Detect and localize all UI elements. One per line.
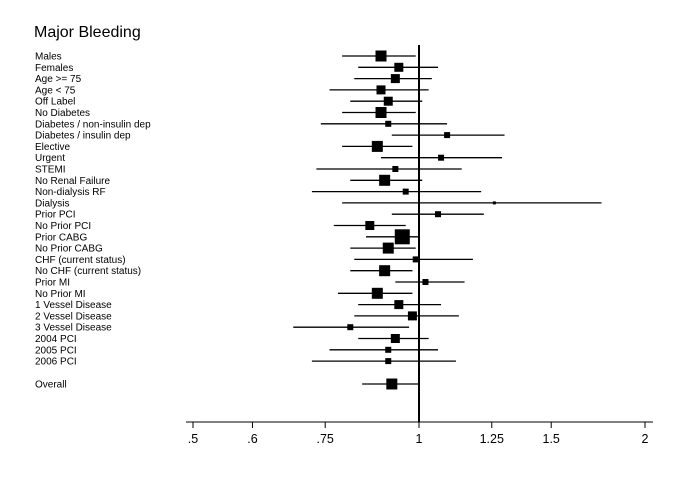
row-label: Age >= 75 — [35, 74, 82, 85]
row-label: No Renal Failure — [35, 176, 110, 187]
row-label: Prior CABG — [35, 232, 87, 243]
point-estimate-marker — [394, 229, 410, 245]
point-estimate-marker — [407, 311, 417, 321]
row-elective: Elective — [35, 140, 413, 153]
x-tick-label: 2 — [642, 432, 649, 446]
row-non-dialysis-rf: Non-dialysis RF — [35, 187, 482, 198]
row-label: 2 Vessel Disease — [35, 311, 112, 322]
point-estimate-marker — [379, 174, 391, 186]
row-3-vessel-disease: 3 Vessel Disease — [35, 323, 410, 334]
row-no-prior-pci: No Prior PCI — [35, 221, 406, 232]
row-label: STEMI — [35, 165, 66, 176]
point-estimate-marker — [379, 265, 391, 277]
row-age-75: Age < 75 — [35, 85, 429, 96]
row-label: Females — [35, 63, 73, 74]
row-label: 1 Vessel Disease — [35, 300, 112, 311]
row-label: Elective — [35, 142, 70, 153]
row-label: Urgent — [35, 153, 65, 164]
row-no-renal-failure: No Renal Failure — [35, 174, 423, 187]
row-overall: Overall — [35, 378, 419, 391]
row-label: Diabetes / non-insulin dep — [35, 119, 151, 130]
point-estimate-marker — [438, 154, 445, 161]
row-no-diabetes: No Diabetes — [35, 107, 416, 119]
row-label: Overall — [35, 380, 67, 391]
row-label: No Diabetes — [35, 108, 90, 119]
x-axis-ticks: .5 .6 .75 1 1.25 1.5 2 — [188, 422, 649, 446]
row-label: No CHF (current status) — [35, 266, 141, 277]
row-2006-pci: 2006 PCI — [35, 357, 456, 368]
point-estimate-marker — [386, 378, 398, 390]
point-estimate-marker — [422, 279, 429, 285]
row-no-chf-current-status: No CHF (current status) — [35, 265, 413, 277]
x-tick-label: .6 — [247, 432, 257, 446]
row-diabetes-insulin-dep: Diabetes / insulin dep — [35, 131, 505, 142]
row-no-prior-cabg: No Prior CABG — [35, 242, 416, 255]
x-tick-label: 1.5 — [543, 432, 560, 446]
row-females: Females — [35, 62, 438, 74]
row-label: No Prior CABG — [35, 244, 103, 255]
point-estimate-marker — [394, 62, 404, 72]
point-estimate-marker — [392, 166, 399, 172]
row-label: Dialysis — [35, 198, 69, 209]
point-estimate-marker — [402, 188, 409, 195]
point-estimate-marker — [385, 120, 392, 127]
point-estimate-marker — [412, 256, 419, 263]
point-estimate-marker — [492, 201, 496, 205]
point-estimate-marker — [376, 85, 386, 95]
point-estimate-marker — [383, 96, 393, 106]
row-label: 3 Vessel Disease — [35, 323, 112, 334]
row-age-75: Age >= 75 — [35, 74, 432, 85]
row-off-label: Off Label — [35, 96, 423, 108]
point-estimate-marker — [385, 358, 392, 365]
row-dialysis: Dialysis — [35, 198, 602, 209]
row-label: 2005 PCI — [35, 345, 77, 356]
point-estimate-marker — [375, 50, 387, 62]
row-label: Non-dialysis RF — [35, 187, 106, 198]
row-2004-pci: 2004 PCI — [35, 334, 429, 345]
row-label: Prior PCI — [35, 210, 76, 221]
point-estimate-marker — [382, 242, 394, 254]
row-diabetes-non-insulin-dep: Diabetes / non-insulin dep — [35, 119, 448, 130]
point-estimate-marker — [434, 211, 441, 218]
x-tick-label: .75 — [317, 432, 334, 446]
row-label: CHF (current status) — [35, 255, 126, 266]
row-2005-pci: 2005 PCI — [35, 345, 438, 356]
row-label: 2004 PCI — [35, 334, 77, 345]
point-estimate-marker — [390, 74, 400, 84]
chart-title: Major Bleeding — [34, 24, 141, 41]
row-no-prior-mi: No Prior MI — [35, 287, 413, 300]
row-label: 2006 PCI — [35, 357, 77, 368]
row-label: No Prior PCI — [35, 221, 91, 232]
row-males: Males — [35, 50, 416, 63]
row-2-vessel-disease: 2 Vessel Disease — [35, 311, 459, 322]
row-prior-mi: Prior MI — [35, 278, 465, 289]
point-estimate-marker — [444, 132, 451, 139]
point-estimate-marker — [390, 334, 400, 343]
point-estimate-marker — [371, 287, 383, 299]
row-1-vessel-disease: 1 Vessel Disease — [35, 300, 442, 311]
row-chf-current-status: CHF (current status) — [35, 255, 473, 266]
point-estimate-marker — [375, 107, 387, 118]
row-label: Diabetes / insulin dep — [35, 131, 131, 142]
row-label: Age < 75 — [35, 85, 76, 96]
point-estimate-marker — [347, 324, 354, 331]
point-estimate-marker — [365, 221, 375, 230]
x-tick-label: .5 — [188, 432, 198, 446]
point-estimate-marker — [371, 140, 383, 152]
point-estimate-marker — [385, 346, 392, 353]
row-stemi: STEMI — [35, 165, 462, 176]
row-label: No Prior MI — [35, 289, 86, 300]
row-label: Off Label — [35, 97, 75, 108]
row-urgent: Urgent — [35, 153, 503, 164]
x-tick-label: 1 — [416, 432, 423, 446]
x-tick-label: 1.25 — [480, 432, 504, 446]
point-estimate-marker — [394, 300, 404, 310]
row-label: Prior MI — [35, 278, 70, 289]
row-label: Males — [35, 52, 62, 63]
row-prior-pci: Prior PCI — [35, 210, 484, 221]
row-prior-cabg: Prior CABG — [35, 229, 419, 245]
